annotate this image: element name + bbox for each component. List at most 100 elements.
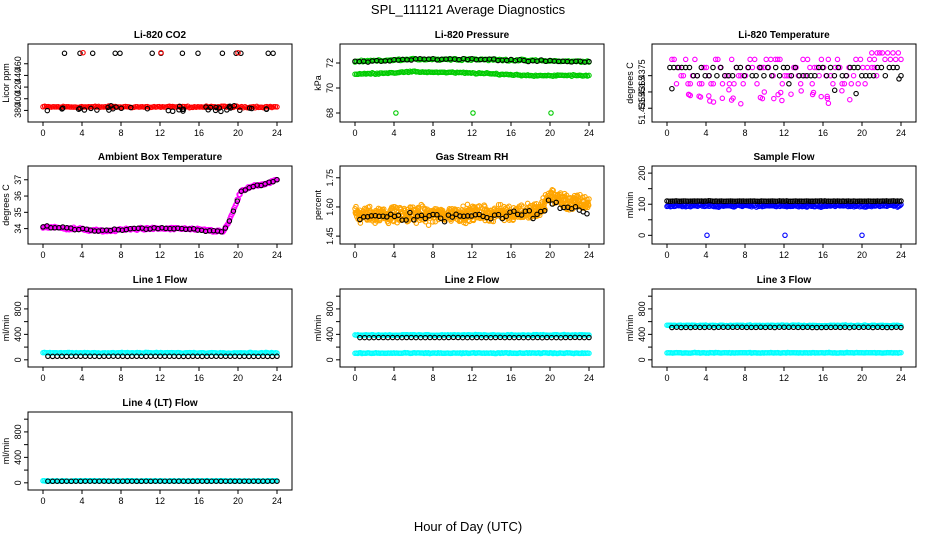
data-point bbox=[765, 64, 771, 71]
data-point bbox=[874, 50, 880, 56]
data-point bbox=[671, 56, 677, 63]
data-point bbox=[880, 198, 886, 204]
data-point bbox=[757, 64, 763, 71]
data-point bbox=[274, 176, 280, 183]
data-point bbox=[898, 322, 904, 329]
data-point bbox=[824, 93, 830, 100]
data-point bbox=[864, 64, 871, 71]
data-point bbox=[823, 72, 830, 79]
data-point bbox=[161, 104, 167, 110]
data-point bbox=[866, 56, 873, 63]
data-point bbox=[800, 56, 806, 63]
data-points bbox=[352, 187, 592, 228]
data-point bbox=[422, 215, 429, 222]
data-point bbox=[869, 50, 875, 56]
x-tick-label: 8 bbox=[118, 250, 123, 260]
data-point bbox=[765, 198, 772, 204]
data-point bbox=[357, 216, 363, 223]
data-point bbox=[586, 350, 592, 357]
data-point bbox=[237, 107, 243, 114]
data-point bbox=[526, 208, 533, 214]
y-tick-label: 800 bbox=[13, 301, 23, 316]
data-point bbox=[441, 218, 448, 225]
data-point bbox=[584, 211, 590, 217]
x-tick-label: 16 bbox=[506, 250, 516, 260]
data-point bbox=[680, 198, 687, 204]
data-point bbox=[731, 198, 737, 204]
data-point bbox=[503, 213, 509, 220]
x-tick-label: 0 bbox=[352, 128, 357, 138]
data-point bbox=[669, 85, 675, 92]
data-point bbox=[818, 93, 824, 100]
data-point bbox=[407, 209, 413, 216]
data-point bbox=[759, 95, 766, 102]
y-tick-label: 440 bbox=[13, 68, 23, 83]
data-point bbox=[860, 64, 866, 71]
data-point bbox=[774, 56, 781, 63]
data-point bbox=[782, 232, 788, 239]
data-point bbox=[834, 56, 841, 63]
data-point bbox=[667, 198, 674, 204]
panel-8: Line 2 Flow ml/min 0 4 8 12 16 20 24 0 400 800 bbox=[313, 275, 605, 383]
data-point bbox=[144, 105, 151, 112]
data-point bbox=[716, 198, 723, 204]
data-point bbox=[869, 64, 875, 71]
data-point bbox=[860, 198, 866, 204]
data-point bbox=[176, 103, 183, 110]
y-tick-label: 420 bbox=[13, 80, 23, 95]
x-tick-label: 8 bbox=[118, 373, 123, 383]
data-point bbox=[80, 49, 86, 56]
data-point bbox=[265, 50, 271, 57]
data-point bbox=[218, 229, 225, 235]
data-point bbox=[696, 93, 702, 99]
data-point bbox=[773, 198, 779, 204]
x-tick-label: 16 bbox=[818, 373, 828, 383]
data-point bbox=[205, 107, 211, 113]
x-tick-label: 12 bbox=[155, 128, 165, 138]
y-axis-label: ml/min bbox=[313, 315, 323, 342]
data-point bbox=[222, 225, 229, 231]
data-point bbox=[457, 213, 463, 219]
data-point bbox=[684, 198, 690, 204]
data-point bbox=[499, 215, 506, 222]
data-point bbox=[827, 198, 834, 204]
data-point bbox=[778, 198, 785, 204]
data-point bbox=[777, 89, 784, 96]
data-point bbox=[77, 50, 83, 57]
x-tick-label: 4 bbox=[703, 250, 708, 260]
data-point bbox=[718, 64, 724, 71]
y-tick-label: 800 bbox=[13, 424, 23, 439]
x-tick-label: 24 bbox=[584, 250, 594, 260]
x-tick-label: 4 bbox=[79, 128, 84, 138]
data-point bbox=[724, 198, 730, 204]
data-point bbox=[418, 212, 425, 219]
data-point bbox=[719, 81, 726, 87]
data-point bbox=[704, 232, 710, 239]
data-point bbox=[834, 198, 841, 204]
data-point bbox=[825, 56, 832, 63]
data-point bbox=[812, 72, 818, 79]
data-point bbox=[839, 88, 845, 94]
panel-title: Line 1 Flow bbox=[133, 275, 188, 286]
data-point bbox=[785, 198, 792, 205]
data-point bbox=[586, 58, 592, 65]
data-point bbox=[270, 50, 276, 57]
data-points bbox=[352, 331, 592, 357]
x-tick-label: 20 bbox=[545, 373, 555, 383]
data-point bbox=[691, 198, 697, 204]
data-point bbox=[839, 81, 845, 87]
data-point bbox=[353, 203, 359, 210]
y-axis-label: kPa bbox=[313, 75, 323, 91]
data-points bbox=[40, 49, 280, 115]
data-point bbox=[94, 107, 100, 113]
x-tick-label: 12 bbox=[467, 128, 477, 138]
data-point bbox=[761, 89, 768, 95]
x-tick-label: 16 bbox=[194, 250, 204, 260]
y-axis-label: Licor ppm bbox=[1, 63, 11, 103]
y-axis-label: ml/min bbox=[625, 315, 635, 342]
data-point bbox=[830, 81, 836, 87]
data-point bbox=[682, 56, 689, 63]
y-tick-label: 68 bbox=[325, 108, 335, 118]
x-tick-label: 0 bbox=[664, 128, 669, 138]
